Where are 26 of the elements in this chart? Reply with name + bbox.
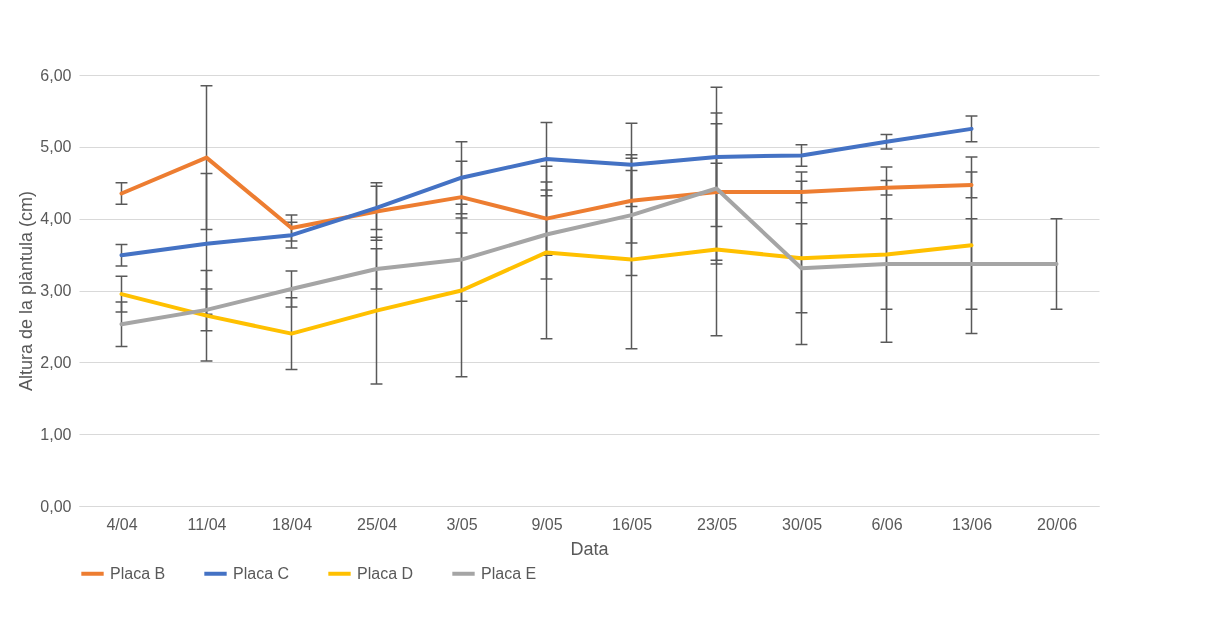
x-axis-title: Data <box>570 538 610 559</box>
x-tick-label: 4/04 <box>106 515 138 533</box>
y-tick-label: 3,00 <box>40 282 72 299</box>
x-tick-label: 20/06 <box>1036 515 1078 533</box>
y-tick-label: 0,00 <box>40 497 72 515</box>
legend-label: Placa E <box>481 564 537 582</box>
legend-label: Placa D <box>357 564 414 582</box>
legend-label: Placa C <box>233 564 290 582</box>
y-tick-label: 4,00 <box>40 210 72 228</box>
y-tick-label: 1,00 <box>40 425 72 443</box>
y-axis-title: Altura de la plàntula (cm) <box>16 190 37 392</box>
y-tick-label: 5,00 <box>40 138 72 156</box>
x-tick-label: 13/06 <box>951 515 993 533</box>
x-tick-label: 23/05 <box>696 515 738 533</box>
x-tick-label: 11/04 <box>187 515 227 533</box>
x-tick-label: 25/04 <box>356 515 398 533</box>
x-tick-label: 16/05 <box>611 515 653 533</box>
legend-label: Placa B <box>110 564 166 582</box>
y-tick-label: 2,00 <box>40 353 72 371</box>
x-tick-label: 30/05 <box>781 515 823 533</box>
y-tick-label: 6,00 <box>40 66 72 84</box>
line-series <box>119 186 1059 327</box>
x-tick-label: 18/04 <box>271 515 313 533</box>
x-tick-label: 6/06 <box>871 515 903 533</box>
x-tick-label: 3/05 <box>446 515 478 533</box>
x-tick-label: 9/05 <box>531 515 563 533</box>
